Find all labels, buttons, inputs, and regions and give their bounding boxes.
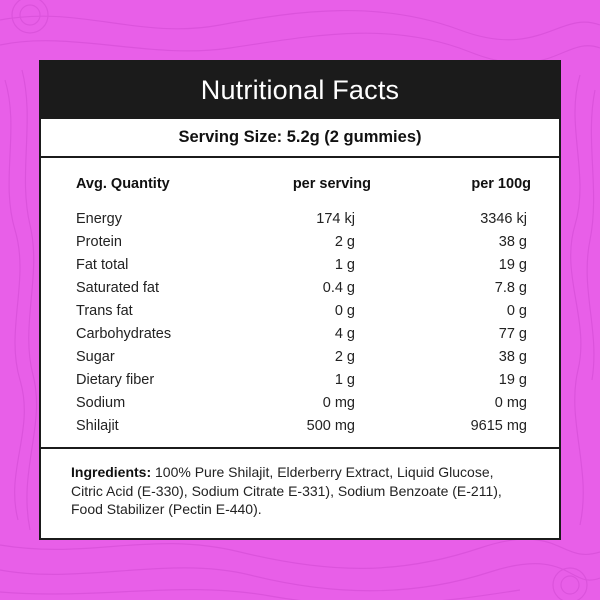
- per-serving-value: 4 g: [334, 326, 355, 342]
- nutrient-name: Energy: [76, 211, 122, 227]
- nutrient-name: Sodium: [76, 395, 126, 411]
- nutrient-name: Shilajit: [76, 418, 119, 434]
- per-serving-value: 0 g: [334, 303, 355, 319]
- per-100g-value: 0 g: [506, 303, 527, 319]
- per-100g-value: 0 mg: [494, 395, 527, 411]
- header-per-100g: per 100g: [471, 176, 531, 192]
- per-serving-value: 500 mg: [306, 418, 355, 434]
- per-100g-value: 77 g: [498, 326, 527, 342]
- per-100g-value: 38 g: [498, 234, 527, 250]
- per-100g-value: 3346 kj: [480, 211, 527, 227]
- per-100g-value: 7.8 g: [494, 280, 527, 296]
- nutrient-name: Saturated fat: [76, 280, 160, 296]
- table-row: Saturated fat 0.4 g 7.8 g: [41, 276, 559, 299]
- table-row: Sugar 2 g 38 g: [41, 345, 559, 368]
- table-row: Fat total 1 g 19 g: [41, 253, 559, 276]
- per-serving-value: 1 g: [334, 257, 355, 273]
- table-row: Carbohydrates 4 g 77 g: [41, 322, 559, 345]
- per-100g-value: 38 g: [498, 349, 527, 365]
- nutrient-name: Dietary fiber: [76, 372, 155, 388]
- table-row: Dietary fiber 1 g 19 g: [41, 368, 559, 391]
- nutrient-name: Protein: [76, 234, 122, 250]
- per-serving-value: 174 kj: [316, 211, 355, 227]
- nutrient-name: Trans fat: [76, 303, 133, 319]
- table-row: Protein 2 g 38 g: [41, 230, 559, 253]
- per-serving-value: 0.4 g: [322, 280, 355, 296]
- per-serving-value: 0 mg: [322, 395, 355, 411]
- per-serving-value: 2 g: [334, 349, 355, 365]
- per-100g-value: 9615 mg: [470, 418, 527, 434]
- table-row: Energy 174 kj 3346 kj: [41, 207, 559, 230]
- ingredients-text: 100% Pure Shilajit, Elderberry Extract, …: [71, 464, 502, 517]
- nutrition-table: Avg. Quantity per serving per 100g Energ…: [41, 158, 559, 449]
- per-100g-value: 19 g: [498, 257, 527, 273]
- title-bar: Nutritional Facts: [41, 62, 559, 119]
- ingredients-label: Ingredients:: [71, 464, 152, 480]
- per-serving-value: 2 g: [334, 234, 355, 250]
- per-100g-value: 19 g: [498, 372, 527, 388]
- ingredients-section: Ingredients: 100% Pure Shilajit, Elderbe…: [41, 449, 559, 519]
- serving-size-row: Serving Size: 5.2g (2 gummies): [41, 119, 559, 158]
- header-avg-quantity: Avg. Quantity: [76, 176, 170, 192]
- nutrition-facts-panel: Nutritional Facts Serving Size: 5.2g (2 …: [39, 60, 561, 540]
- table-row: Sodium 0 mg 0 mg: [41, 391, 559, 414]
- table-header-row: Avg. Quantity per serving per 100g: [41, 172, 559, 207]
- panel-title: Nutritional Facts: [200, 75, 400, 105]
- serving-size-text: Serving Size: 5.2g (2 gummies): [178, 128, 422, 146]
- nutrient-name: Sugar: [76, 349, 115, 365]
- table-row: Shilajit 500 mg 9615 mg: [41, 414, 559, 437]
- table-row: Trans fat 0 g 0 g: [41, 299, 559, 322]
- per-serving-value: 1 g: [334, 372, 355, 388]
- nutrient-name: Fat total: [76, 257, 129, 273]
- header-per-serving: per serving: [292, 176, 371, 192]
- nutrient-name: Carbohydrates: [76, 326, 172, 342]
